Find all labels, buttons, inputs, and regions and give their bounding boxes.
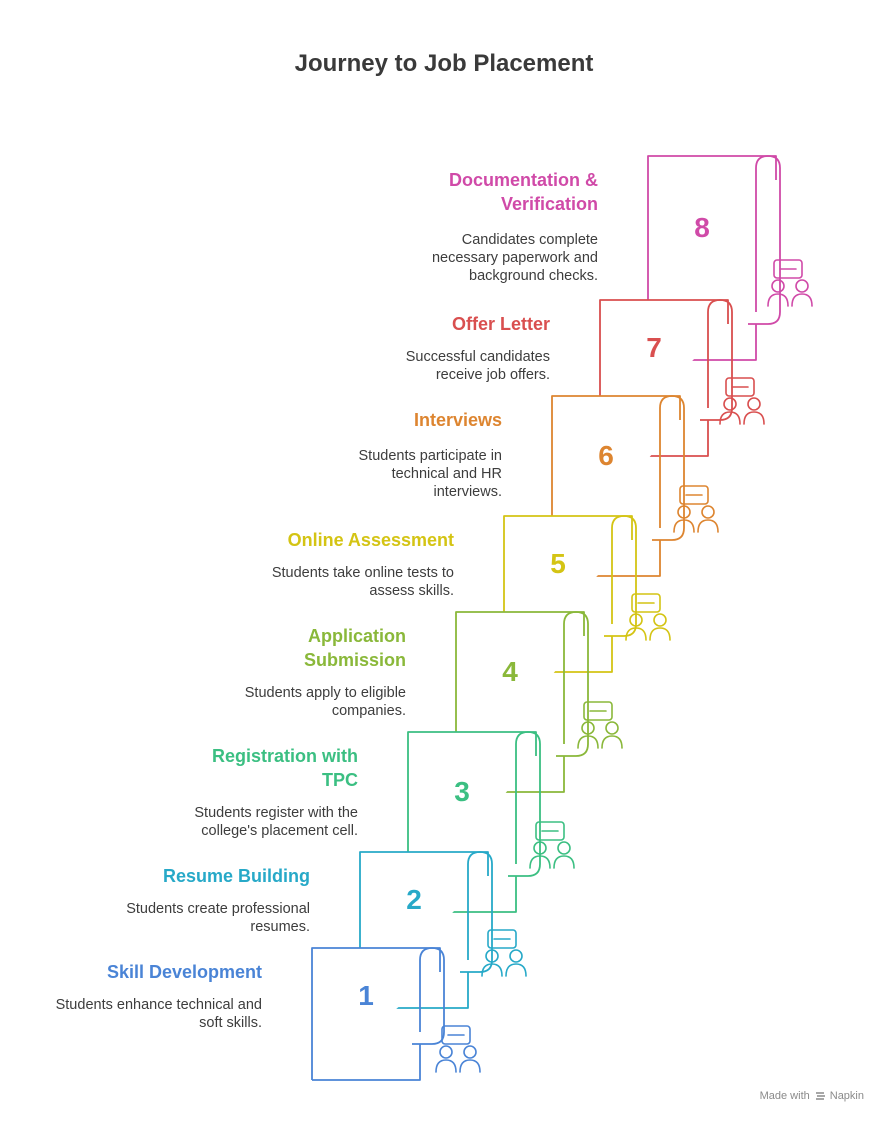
step-4-title: Application Submission	[303, 626, 406, 670]
scroll-step-1-bottom	[312, 1044, 421, 1081]
step-8-number: 8	[694, 212, 710, 243]
step-5-number: 5	[550, 548, 566, 579]
interview-icon	[673, 485, 719, 533]
step-8-description: Candidates complete necessary paperwork …	[431, 232, 598, 284]
step-7-description: Successful candidates receive job offers…	[405, 349, 550, 383]
made-with-napkin[interactable]: Made with Napkin	[760, 1090, 864, 1102]
step-3-number: 3	[454, 776, 470, 807]
step-2-description: Students create professional resumes.	[126, 901, 310, 935]
scroll-step-1-curl	[412, 947, 445, 1045]
step-1-number: 1	[358, 980, 374, 1011]
step-3-title: Registration with TPC	[211, 746, 358, 790]
step-8-title: Documentation & Verification	[448, 170, 598, 214]
made-with-label: Made with	[759, 1090, 810, 1102]
napkin-brand: Napkin	[829, 1090, 864, 1102]
step-2-title: Resume Building	[162, 866, 310, 886]
registration-user-icon	[529, 821, 575, 869]
scroll-step-7-curl	[700, 299, 733, 421]
scroll-step-4-curl	[556, 611, 589, 757]
step-6-description: Students participate in technical and HR…	[358, 448, 502, 500]
step-6-title: Interviews	[413, 410, 502, 430]
step-2-number: 2	[406, 884, 422, 915]
users-laptop-icon	[625, 593, 671, 641]
scroll-step-1	[311, 947, 445, 1081]
users-document-icon	[577, 701, 623, 749]
scroll-step-6-curl	[652, 395, 685, 541]
scroll-step-1-page	[311, 947, 441, 1080]
napkin-logo-icon	[815, 1092, 825, 1100]
step-1-title: Skill Development	[106, 962, 262, 982]
page-title: Journey to Job Placement	[294, 50, 594, 77]
step-4-number: 4	[502, 656, 518, 687]
step-5-description: Students take online tests to assess ski…	[271, 565, 454, 599]
step-6-number: 6	[598, 440, 614, 471]
resume-graduate-icon	[481, 929, 527, 977]
step-3-description: Students register with the college's pla…	[194, 805, 358, 839]
step-7-title: Offer Letter	[451, 314, 550, 334]
scroll-step-5-curl	[604, 515, 637, 637]
scroll-step-3-curl	[508, 731, 541, 877]
coding-discussion-icon	[435, 1025, 481, 1073]
step-4-description: Students apply to eligible companies.	[244, 685, 406, 719]
step-5-title: Online Assessment	[287, 530, 454, 550]
step-1-description: Students enhance technical and soft skil…	[55, 997, 262, 1031]
users-mail-icon	[719, 377, 765, 425]
scroll-step-8-curl	[748, 155, 781, 325]
scroll-step-2-curl	[460, 851, 493, 973]
step-7-number: 7	[646, 332, 662, 363]
documentation-check-icon	[767, 259, 813, 307]
